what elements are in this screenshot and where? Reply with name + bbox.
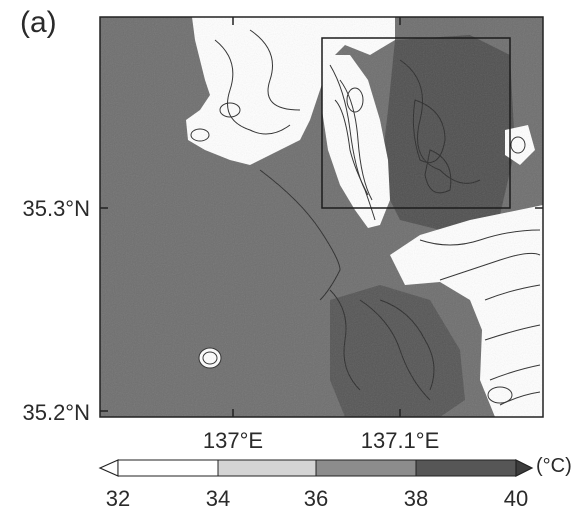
colorbar-segment-36-38 <box>315 459 417 477</box>
map-frame <box>99 16 544 418</box>
colorbar-left-arrow <box>98 459 119 477</box>
colorbar-segment-38-40 <box>415 459 517 477</box>
panel-label: (a) <box>20 6 57 39</box>
colorbar-tick-label: 34 <box>205 486 231 511</box>
colorbar-right-arrow <box>515 459 534 477</box>
lon-label-137: 137°E <box>202 428 264 453</box>
colorbar-segment-34-36 <box>217 459 317 477</box>
lat-label-35-3: 35.3°N <box>22 196 90 221</box>
lon-label-137-1: 137.1°E <box>360 428 440 453</box>
inset-box <box>321 37 511 209</box>
colorbar-tick-label: 32 <box>105 486 131 511</box>
colorbar-segment-32-34 <box>117 459 219 477</box>
map-ticks <box>100 17 543 417</box>
lat-label-35-2: 35.2°N <box>22 400 90 425</box>
colorbar-unit: (°C) <box>536 455 572 477</box>
colorbar-tick-label: 40 <box>503 486 529 511</box>
colorbar-tick-label: 38 <box>403 486 429 511</box>
colorbar <box>98 459 534 477</box>
colorbar-tick-label: 36 <box>303 486 329 511</box>
